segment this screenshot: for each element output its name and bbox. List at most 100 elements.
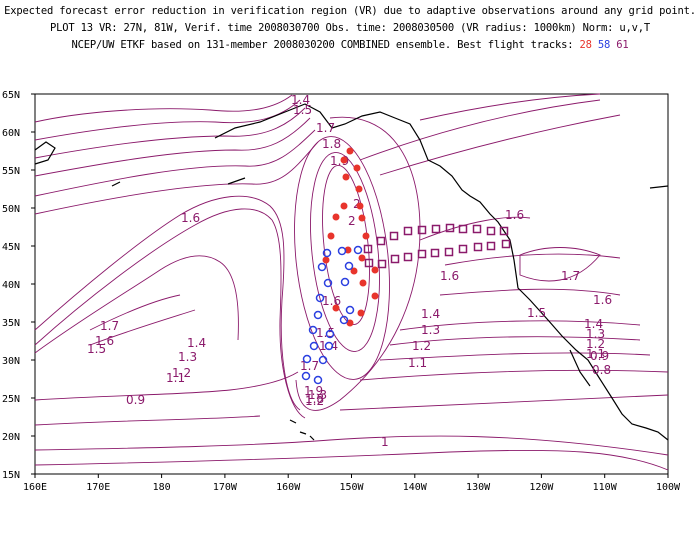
title-line-2: PLOT 13 VR: 27N, 81W, Verif. time 200803… — [50, 22, 650, 34]
contour-label: 1.3 — [308, 388, 327, 402]
track-58-point — [315, 293, 325, 303]
track-61-point — [499, 226, 509, 236]
track-61-point — [417, 225, 427, 235]
track-58-point — [324, 341, 334, 351]
track-28-point — [346, 319, 354, 327]
track-61-point — [472, 224, 482, 234]
lat-tick-label: 25N — [2, 394, 20, 405]
track-61-point — [444, 247, 454, 257]
lat-tick-label: 40N — [2, 280, 20, 291]
track-58-point — [325, 329, 335, 339]
track-61-point — [403, 226, 413, 236]
track-28-point — [350, 267, 358, 275]
track-61-point — [363, 244, 373, 254]
contour-label: 1.1 — [166, 371, 185, 385]
track-58-point — [309, 341, 319, 351]
track-58-point — [318, 355, 328, 365]
lon-tick-label: 140W — [403, 482, 428, 493]
lon-tick-label: 180 — [153, 482, 171, 493]
track-58-point — [337, 246, 347, 256]
contour-label: 0.9 — [590, 349, 609, 363]
contour-label: 1.5 — [293, 103, 312, 117]
contour-label: 1.7 — [100, 319, 119, 333]
contour-label: 1.8 — [305, 392, 324, 406]
track-61-point — [473, 242, 483, 252]
track-28-point — [356, 202, 364, 210]
lat-tick-label: 55N — [2, 166, 20, 177]
lat-tick-label: 20N — [2, 432, 20, 443]
track-28-point — [358, 214, 366, 222]
lon-tick-label: 170E — [86, 482, 110, 493]
track-61-point — [376, 236, 386, 246]
contour-label: 1.6 — [95, 334, 114, 348]
contour-label: 1.4 — [187, 336, 206, 350]
contour-label: 1.4 — [291, 93, 310, 107]
lat-tick-label: 45N — [2, 242, 20, 253]
track-28-point — [327, 232, 335, 240]
lat-tick-label: 15N — [2, 470, 20, 481]
contour-label: 1.5 — [87, 342, 106, 356]
track-28-point — [355, 185, 363, 193]
flight-tracks — [301, 147, 511, 385]
track-28-point — [362, 232, 370, 240]
contour-label: 0.9 — [126, 393, 145, 407]
track-28-point — [346, 147, 354, 155]
track-58-label: 58 — [597, 39, 611, 51]
track-61-label: 61 — [616, 39, 629, 51]
contour-label: 1.6 — [322, 294, 341, 308]
track-28-label: 28 — [579, 39, 592, 51]
track-58-point — [339, 315, 349, 325]
track-28-point — [340, 156, 348, 164]
lon-tick-label: 120W — [529, 482, 554, 493]
contour-label: 1.9 — [304, 384, 323, 398]
track-58-point — [323, 278, 333, 288]
track-58-point — [308, 325, 318, 335]
contour-label: 1.3 — [586, 327, 605, 341]
contour-label: 1.6 — [181, 211, 200, 225]
track-61-point — [431, 224, 441, 234]
contour-label: 1.2 — [172, 366, 191, 380]
contour-label: 1.4 — [421, 307, 440, 321]
contour-label: 1.8 — [322, 137, 341, 151]
lon-tick-label: 130W — [466, 482, 491, 493]
contour-label: 1.1 — [408, 356, 427, 370]
contour-label: 1.6 — [440, 269, 459, 283]
lat-tick-label: 65N — [2, 90, 20, 101]
track-61-point — [364, 258, 374, 268]
contour-label: 1.2 — [586, 337, 605, 351]
track-58-point — [317, 262, 327, 272]
contour-label: 1.4 — [319, 339, 338, 353]
track-61-point — [430, 248, 440, 258]
coastlines — [34, 103, 669, 441]
track-61-point — [377, 259, 387, 269]
track-28-point — [344, 246, 352, 254]
track-58-point — [353, 245, 363, 255]
track-28-point — [322, 256, 330, 264]
contour-labels: 1.41.51.71.81.921.6 1.61.6 1.71.61.51.71.6… — [87, 93, 612, 449]
title-line-3: NCEP/UW ETKF based on 131-member 2008030… — [0, 39, 700, 51]
contour-label: 1.3 — [421, 323, 440, 337]
contour-label: 2 — [348, 214, 356, 228]
track-58-point — [313, 310, 323, 320]
track-61-point — [390, 254, 400, 264]
contour-label: 2 — [353, 197, 361, 211]
track-61-point — [389, 231, 399, 241]
lon-tick-label: 160W — [276, 482, 301, 493]
lat-tick-label: 35N — [2, 318, 20, 329]
track-28-point — [358, 254, 366, 262]
contour-label: 1.5 — [527, 306, 546, 320]
contour-lines — [34, 93, 669, 471]
lon-tick-label: 160E — [23, 482, 47, 493]
contour-label: 1.5 — [316, 326, 335, 340]
contour-label: 1.2 — [412, 339, 431, 353]
track-58-point — [322, 248, 332, 258]
contour-label: 0.8 — [592, 363, 611, 377]
track-61-point — [486, 226, 496, 236]
track-58-point — [340, 277, 350, 287]
track-61-point — [403, 252, 413, 262]
track-61-point — [458, 224, 468, 234]
track-28-point — [371, 266, 379, 274]
contour-label: 1.6 — [593, 293, 612, 307]
track-58-point — [302, 354, 312, 364]
